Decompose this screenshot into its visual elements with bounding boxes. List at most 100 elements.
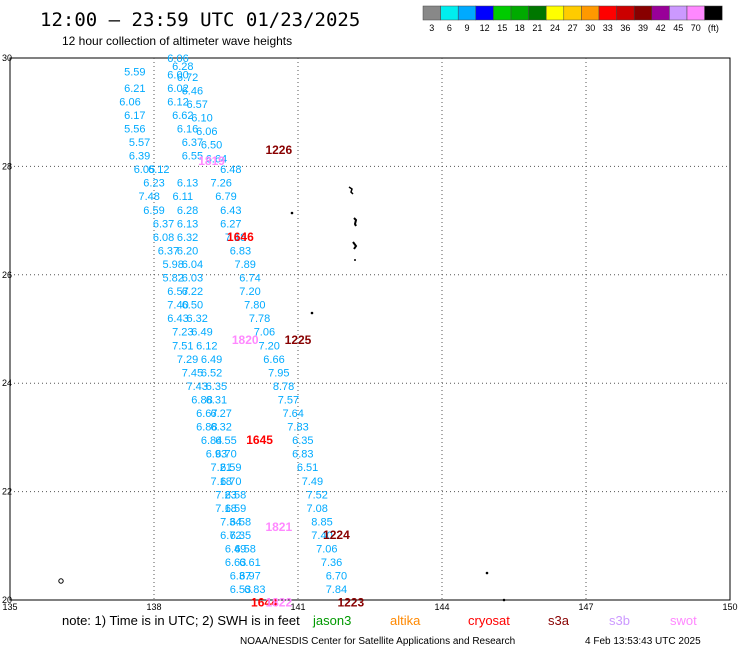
wave-height-label: 6.83	[230, 245, 251, 257]
legend-swatch	[686, 5, 705, 21]
legend-label: 6	[447, 23, 452, 33]
wave-height-label: 6.22	[182, 286, 203, 298]
wave-height-label: 8.85	[311, 516, 332, 528]
wave-height-label: 6.08	[153, 232, 174, 244]
wave-height-label: 7.83	[287, 422, 308, 434]
wave-height-label: 6.57	[186, 99, 207, 111]
legend-label: 3	[429, 23, 434, 33]
wave-height-label: 6.58	[225, 489, 246, 501]
wave-height-label: 6.17	[124, 110, 145, 122]
wave-height-label: 7.06	[316, 544, 337, 556]
wave-height-label: 7.80	[244, 300, 265, 312]
x-tick-label: 135	[2, 602, 17, 612]
wave-height-label: 7.18	[225, 232, 246, 244]
wave-height-label: 6.88	[196, 422, 217, 434]
legend-label: 27	[568, 23, 578, 33]
legend-label: 39	[638, 23, 648, 33]
island-shape	[348, 186, 354, 195]
legend-label: 42	[656, 23, 666, 33]
legend-swatch	[598, 5, 617, 21]
wave-height-label: 6.93	[206, 449, 227, 461]
axis-ticks: 135 138 141 144 147 150 30 28 26 24 22 20	[2, 53, 738, 612]
legend-swatch	[669, 5, 688, 21]
satellite-jason3: jason3	[312, 613, 351, 628]
wave-height-label: 6.72	[177, 72, 198, 84]
wave-height-label: 7.21	[210, 462, 231, 474]
island-dot	[310, 311, 314, 315]
legend-label: 70	[691, 23, 701, 33]
time-label: 1819	[198, 154, 225, 168]
wave-height-label: 6.59	[220, 462, 241, 474]
wave-height-label: 6.43	[220, 205, 241, 217]
time-label: 1226	[265, 143, 292, 157]
wave-height-label: 5.56	[124, 123, 145, 135]
wave-height-label: 6.58	[230, 516, 251, 528]
wave-height-label: 6.37	[153, 218, 174, 230]
legend-swatch	[457, 5, 477, 21]
satellite-s3b: s3b	[609, 613, 630, 628]
legend-label: 15	[497, 23, 507, 33]
time-label: 1225	[285, 333, 312, 347]
time-label: 1821	[265, 520, 292, 534]
wave-height-label: 7.89	[234, 259, 255, 271]
wave-height-label: 7.51	[172, 340, 193, 352]
legend-label: 33	[603, 23, 613, 33]
wave-height-label: 6.59	[143, 205, 164, 217]
footer-note: note: 1) Time is in UTC; 2) SWH is in fe…	[62, 613, 300, 628]
color-legend: 3 6 9 12 15 18 21 24 27 30 33 36 39 42 45 70 (ft)	[422, 5, 723, 33]
wave-height-label: 7.78	[249, 313, 270, 325]
x-tick-label: 144	[434, 602, 449, 612]
legend-swatch	[510, 5, 529, 21]
time-label: 1645	[246, 433, 273, 447]
legend-swatch	[704, 5, 723, 21]
wave-height-label: 7.40	[311, 530, 332, 542]
legend-label: 12	[480, 23, 490, 33]
wave-height-label: 6.63	[225, 557, 246, 569]
wave-height-label: 6.35	[292, 435, 313, 447]
legend-swatch	[581, 5, 600, 21]
wave-height-label: 6.06	[119, 96, 140, 108]
wave-height-label: 7.06	[254, 327, 275, 339]
time-label: 1644	[251, 596, 278, 610]
y-tick-label: 24	[2, 378, 12, 388]
wave-height-label: 6.51	[297, 462, 318, 474]
wave-height-label: 6.20	[177, 245, 198, 257]
wave-height-label: 7.20	[239, 286, 260, 298]
wave-height-label: 6.48	[220, 164, 241, 176]
wave-height-label: 6.67	[196, 408, 217, 420]
wave-height-label: 6.70	[215, 449, 236, 461]
wave-height-label: 5.57	[129, 137, 150, 149]
legend-swatch	[422, 5, 441, 21]
wave-height-label: 6.02	[167, 83, 188, 95]
satellite-swot: swot	[670, 613, 697, 628]
credit-line: NOAA/NESDIS Center for Satellite Applica…	[240, 636, 515, 647]
wave-height-label: 7.57	[278, 394, 299, 406]
island-shape	[353, 217, 358, 227]
wave-height-label: 7.18	[210, 476, 231, 488]
chart-subtitle: 12 hour collection of altimeter wave hei…	[62, 34, 292, 48]
legend-label: 18	[515, 23, 525, 33]
wave-height-label: 6.37	[182, 137, 203, 149]
legend-label: 45	[673, 23, 683, 33]
wave-height-label: 7.08	[306, 503, 327, 515]
grid-lines	[10, 58, 730, 600]
wave-height-values: 6.066.285.59 6.006.726.21 6.026.466.06 6.12…	[119, 53, 347, 596]
legend-swatch	[475, 5, 494, 21]
y-tick-label: 28	[2, 161, 12, 171]
wave-height-label: 6.27	[210, 408, 231, 420]
wave-height-label: 6.49	[191, 327, 212, 339]
wave-height-label: 7.64	[282, 408, 303, 420]
time-labels: 1226 1819 1646 1225 1820 1645 1224 1821 16441822…	[198, 143, 364, 610]
time-label: 1646	[227, 230, 254, 244]
wave-height-label: 6.04	[182, 259, 203, 271]
wave-height-label: 6.50	[201, 140, 222, 152]
wave-height-label: 7.23	[215, 489, 236, 501]
legend-swatch	[616, 5, 635, 21]
wave-height-label: 6.62	[172, 110, 193, 122]
legend-label: 36	[620, 23, 630, 33]
wave-height-label: 6.27	[220, 218, 241, 230]
wave-height-label: 6.03	[182, 273, 203, 285]
y-tick-label: 30	[2, 53, 12, 63]
wave-height-label: 6.32	[177, 232, 198, 244]
